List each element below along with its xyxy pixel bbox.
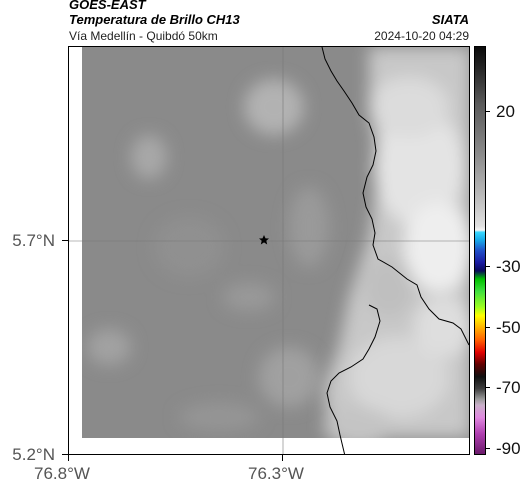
- bottom-margin: [69, 438, 469, 454]
- satellite-map[interactable]: [68, 46, 470, 455]
- satellite-title: GOES-EAST: [69, 0, 146, 12]
- xtick-mark-76.8: [68, 455, 69, 461]
- cbar-tick: [486, 387, 490, 388]
- cbar-tick: [486, 448, 490, 449]
- ytick-mark-5.2: [62, 454, 68, 455]
- product-title: Temperatura de Brillo CH13: [69, 12, 240, 27]
- department-boundary-south: [326, 304, 381, 454]
- route-subtitle: Vía Medellín - Quibdó 50km: [69, 29, 218, 43]
- xtick-mark-76.3: [282, 455, 283, 461]
- colorbar-label: -30: [496, 257, 521, 276]
- map-canvas: [69, 47, 469, 454]
- colorbar: [474, 46, 486, 455]
- colorbar-label: -50: [496, 318, 521, 337]
- lat-tick-label: 5.7°N: [12, 231, 55, 250]
- ytick-mark-5.7: [62, 240, 68, 241]
- bright-cloud-region: [324, 47, 469, 447]
- colorbar-label: -70: [496, 378, 521, 397]
- cbar-tick: [486, 266, 490, 267]
- lon-tick-label: 76.8°W: [34, 464, 90, 483]
- cloud-texture: [87, 79, 329, 431]
- lat-tick-label: 5.2°N: [12, 445, 55, 464]
- colorbar-label: 20: [496, 102, 515, 121]
- lon-tick-label: 76.3°W: [248, 464, 304, 483]
- timestamp-label: 2024-10-20 04:29: [374, 29, 469, 43]
- department-boundary: [321, 47, 469, 346]
- cbar-tick: [486, 111, 490, 112]
- star-marker: [259, 235, 269, 245]
- cbar-tick: [486, 327, 490, 328]
- colorbar-label: -90: [496, 439, 521, 458]
- left-margin: [69, 47, 82, 454]
- organization-label: SIATA: [431, 12, 469, 27]
